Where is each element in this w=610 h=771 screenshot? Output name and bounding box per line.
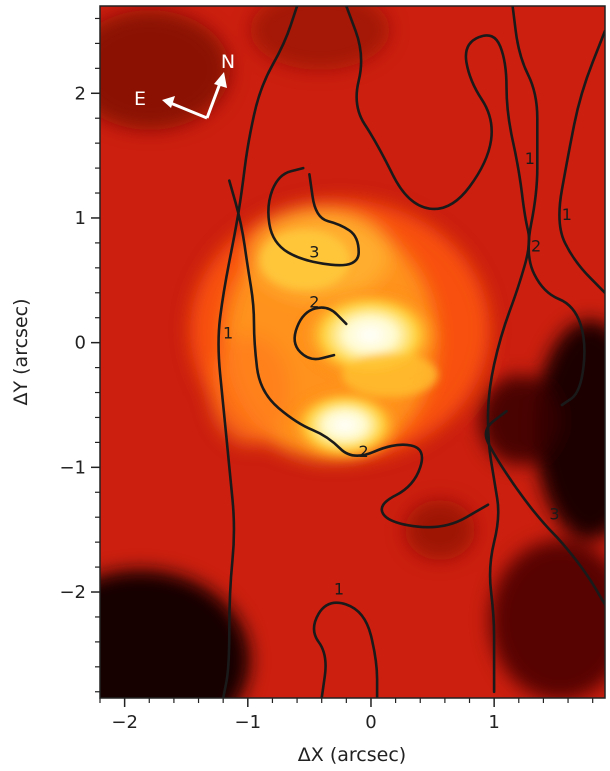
bright-patch-left <box>210 335 290 445</box>
compass: N E <box>134 51 235 120</box>
compass-east-label: E <box>134 88 146 110</box>
y-tick-label: −2 <box>59 582 86 603</box>
contour-level-3 <box>484 409 605 606</box>
compass-north-label: N <box>221 51 235 73</box>
compass-east-arrow <box>167 100 208 120</box>
x-axis-ticks: −2 −1 0 1 <box>99 698 594 733</box>
y-tick-label: 2 <box>75 83 86 104</box>
contour-level-1 <box>558 29 605 295</box>
dark-region-right <box>535 320 605 540</box>
dark-region-top <box>250 6 390 70</box>
contour-level-1 <box>217 6 299 698</box>
dim-patch-mid <box>405 500 475 560</box>
contour-label-1: 1 <box>525 149 535 168</box>
contour-label-3: 3 <box>309 243 319 262</box>
y-axis-label: ΔY (arcsec) <box>10 299 32 406</box>
contour-level-2 <box>228 179 490 529</box>
contour-level-1 <box>345 6 531 694</box>
contour-lines <box>217 6 605 698</box>
contour-label-3: 3 <box>549 504 559 523</box>
contour-label-1: 1 <box>334 579 344 598</box>
contour-label-2: 2 <box>531 236 541 255</box>
x-tick-label: 1 <box>488 712 499 733</box>
contour-label-2: 2 <box>309 292 319 311</box>
y-axis-ticks: −2 −1 0 1 2 <box>59 17 100 693</box>
dark-region-lower-left <box>100 570 250 698</box>
contour-level-3 <box>267 166 360 267</box>
x-tick-label: −1 <box>235 712 262 733</box>
contour-level-1 <box>312 601 379 698</box>
x-tick-label: 0 <box>365 712 376 733</box>
x-axis-label: ΔX (arcsec) <box>298 744 406 766</box>
contour-level-2 <box>511 6 586 407</box>
contour-label-1: 1 <box>562 205 572 224</box>
plot-area: 1 1 1 1 2 2 2 3 3 <box>100 6 605 698</box>
dark-region-top-left <box>100 10 230 130</box>
dark-region-right-mid <box>480 375 560 465</box>
compass-north-arrowhead <box>214 72 227 88</box>
y-tick-label: 0 <box>75 333 86 354</box>
compass-east-arrowhead <box>162 96 175 108</box>
y-tick-label: 1 <box>75 208 86 229</box>
peak-lower <box>287 387 403 463</box>
contour-label-2: 2 <box>359 442 369 461</box>
y-tick-label: −1 <box>59 457 86 478</box>
contour-labels: 1 1 1 1 2 2 2 3 3 <box>223 149 572 598</box>
peak-bridge <box>342 353 438 397</box>
x-tick-label: −2 <box>111 712 138 733</box>
dark-region-lower-right <box>490 540 605 698</box>
plot-frame <box>99 5 606 699</box>
contour-label-1: 1 <box>223 324 233 343</box>
contour-level-2 <box>293 306 348 361</box>
